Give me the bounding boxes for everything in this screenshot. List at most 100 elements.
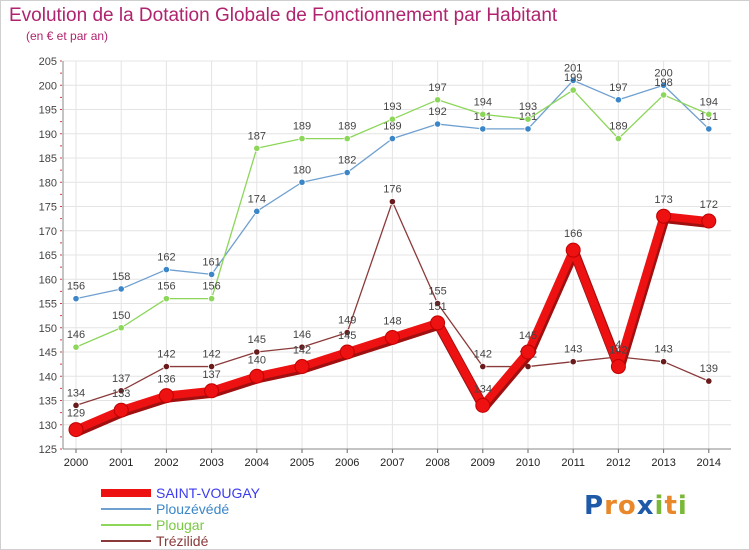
proxiti-logo: Proxiti [584, 491, 688, 521]
data-point [253, 348, 261, 356]
data-label: 166 [564, 228, 582, 240]
logo-letter: i [654, 491, 665, 521]
data-point [72, 343, 80, 351]
data-label: 172 [700, 199, 718, 211]
legend-swatch [101, 540, 151, 542]
data-label: 187 [248, 130, 266, 142]
x-tick-label: 2007 [380, 457, 404, 469]
data-label: 143 [564, 344, 582, 356]
data-point [705, 125, 713, 133]
y-tick-label: 160 [39, 274, 57, 286]
data-label: 146 [293, 329, 311, 341]
data-label: 173 [654, 194, 672, 206]
data-point [294, 359, 310, 375]
legend-label: Plougar [156, 517, 205, 533]
data-label: 142 [474, 349, 492, 361]
data-label: 199 [564, 72, 582, 84]
data-label: 156 [67, 281, 85, 293]
x-tick-label: 2011 [561, 457, 585, 469]
data-point [388, 135, 396, 143]
data-point [204, 383, 220, 399]
data-label: 189 [338, 121, 356, 133]
data-point [520, 344, 536, 360]
data-point [117, 387, 125, 395]
data-label: 194 [474, 96, 492, 108]
logo-letter: P [584, 491, 605, 521]
data-label: 198 [654, 77, 672, 89]
logo-letter: o [617, 491, 637, 521]
data-label: 189 [293, 121, 311, 133]
x-tick-label: 2003 [199, 457, 223, 469]
data-point [343, 168, 351, 177]
data-point [475, 397, 491, 413]
data-label: 156 [157, 281, 175, 293]
y-tick-label: 150 [39, 323, 57, 335]
legend-swatch [101, 524, 151, 526]
data-point [569, 86, 577, 94]
data-label: 192 [428, 106, 446, 118]
data-label: 133 [112, 388, 130, 400]
data-point [565, 242, 581, 258]
data-point [162, 362, 170, 371]
data-point [72, 401, 80, 409]
data-point [343, 328, 351, 337]
legend-label: SAINT-VOUGAY [156, 485, 260, 501]
x-tick-label: 2005 [290, 457, 314, 469]
data-label: 180 [293, 164, 311, 176]
data-label: 189 [609, 121, 627, 133]
data-point [298, 343, 306, 351]
data-point [433, 299, 442, 308]
data-point [388, 198, 396, 206]
data-label: 142 [293, 345, 311, 357]
data-label: 201 [564, 62, 582, 74]
y-tick-label: 155 [39, 299, 57, 311]
data-label: 142 [202, 349, 220, 361]
data-point [388, 115, 396, 123]
x-tick-label: 2013 [651, 457, 675, 469]
logo-letter: x [636, 491, 655, 521]
data-point [433, 120, 442, 128]
legend-label: Trézilidé [156, 533, 209, 549]
data-label: 158 [112, 271, 130, 283]
data-point [253, 144, 261, 152]
y-tick-label: 205 [39, 56, 57, 68]
data-point [659, 358, 668, 366]
y-tick-label: 170 [39, 226, 57, 238]
y-tick-label: 145 [39, 347, 57, 359]
data-label: 174 [248, 193, 266, 205]
data-point [384, 329, 400, 345]
x-tick-label: 2002 [154, 457, 178, 469]
x-tick-label: 2004 [245, 457, 269, 469]
data-label: 146 [67, 329, 85, 341]
data-point [343, 135, 351, 143]
y-tick-label: 135 [39, 396, 57, 408]
data-label: 162 [157, 252, 175, 264]
y-tick-label: 180 [39, 177, 57, 189]
data-label: 151 [428, 301, 446, 313]
data-point [72, 295, 80, 303]
data-point [298, 178, 306, 186]
data-point [479, 362, 487, 371]
data-label: 139 [700, 363, 718, 375]
data-point [614, 96, 623, 104]
data-point [117, 285, 125, 293]
data-label: 149 [338, 315, 356, 327]
data-point [117, 324, 125, 332]
data-label: 134 [474, 383, 492, 395]
y-tick-label: 195 [39, 105, 57, 117]
data-label: 143 [654, 344, 672, 356]
data-label: 150 [112, 310, 130, 322]
data-point [433, 96, 442, 104]
data-point [705, 377, 713, 385]
data-label: 156 [202, 281, 220, 293]
data-point [659, 91, 668, 99]
x-tick-label: 2000 [64, 457, 88, 469]
data-label: 140 [248, 354, 266, 366]
x-tick-label: 2001 [109, 457, 133, 469]
x-tick-label: 2009 [471, 457, 495, 469]
chart-title: Evolution de la Dotation Globale de Fonc… [9, 5, 558, 26]
data-point [479, 110, 487, 118]
legend-label: Plouzévédé [156, 501, 230, 517]
